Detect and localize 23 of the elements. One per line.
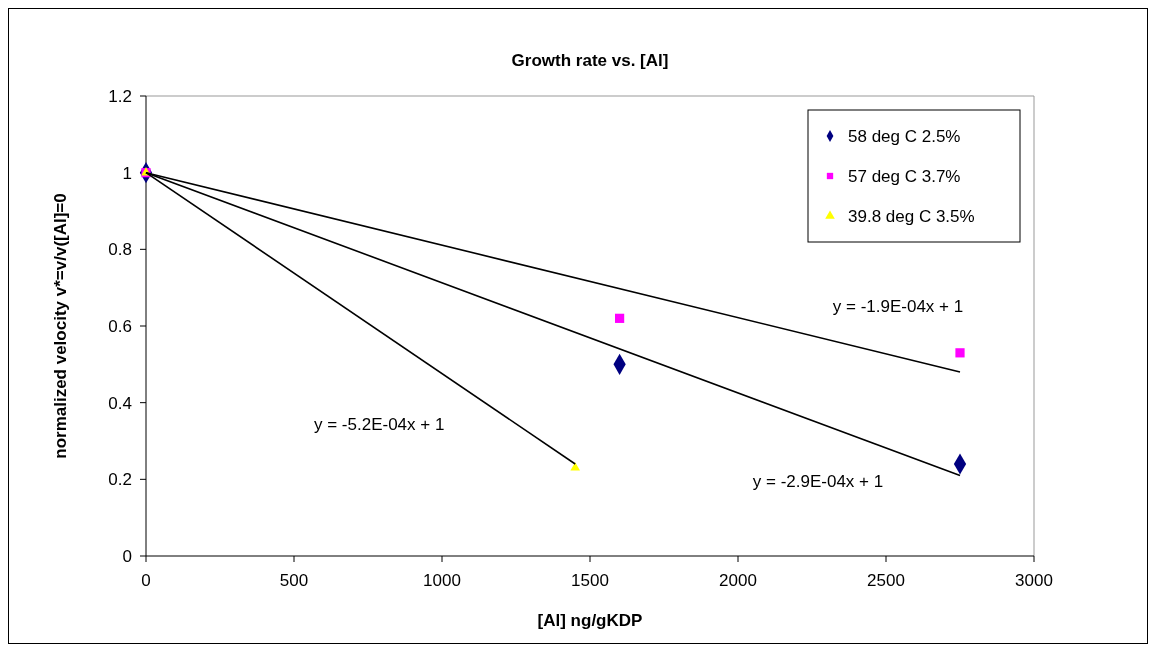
x-tick-label: 2000 (719, 571, 757, 590)
y-tick-label: 0.4 (108, 393, 132, 413)
annotation: y = -1.9E-04x + 1 (832, 297, 964, 316)
y-tick-label: 1.2 (108, 87, 132, 106)
x-tick-label: 3000 (1015, 571, 1053, 590)
legend-label: 58 deg C 2.5% (848, 127, 961, 146)
x-tick-label: 2500 (867, 571, 905, 590)
annotation: y = -5.2E-04x + 1 (314, 415, 445, 434)
legend-label: 39.8 deg C 3.5% (848, 207, 975, 226)
x-axis-title: [Al] ng/gKDP (537, 611, 643, 630)
x-tick-label: 0 (141, 571, 151, 590)
y-tick-label: 0.8 (108, 240, 132, 260)
x-tick-label: 500 (279, 571, 309, 590)
y-axis-title: normalized velocity v*=v/v([Al]=0 (51, 193, 70, 459)
y-tick-label: 0.6 (108, 317, 132, 336)
annotation: y = -2.9E-04x + 1 (752, 471, 884, 491)
y-tick-label: 0 (122, 547, 132, 566)
x-tick-label: 1000 (423, 571, 461, 590)
x-tick-label: 1500 (571, 571, 609, 590)
y-tick-label: 1 (122, 163, 132, 183)
y-tick-label: 0.2 (108, 470, 132, 490)
legend-label: 57 deg C 3.7% (848, 167, 961, 186)
chart-title: Growth rate vs. [Al] (511, 51, 669, 70)
